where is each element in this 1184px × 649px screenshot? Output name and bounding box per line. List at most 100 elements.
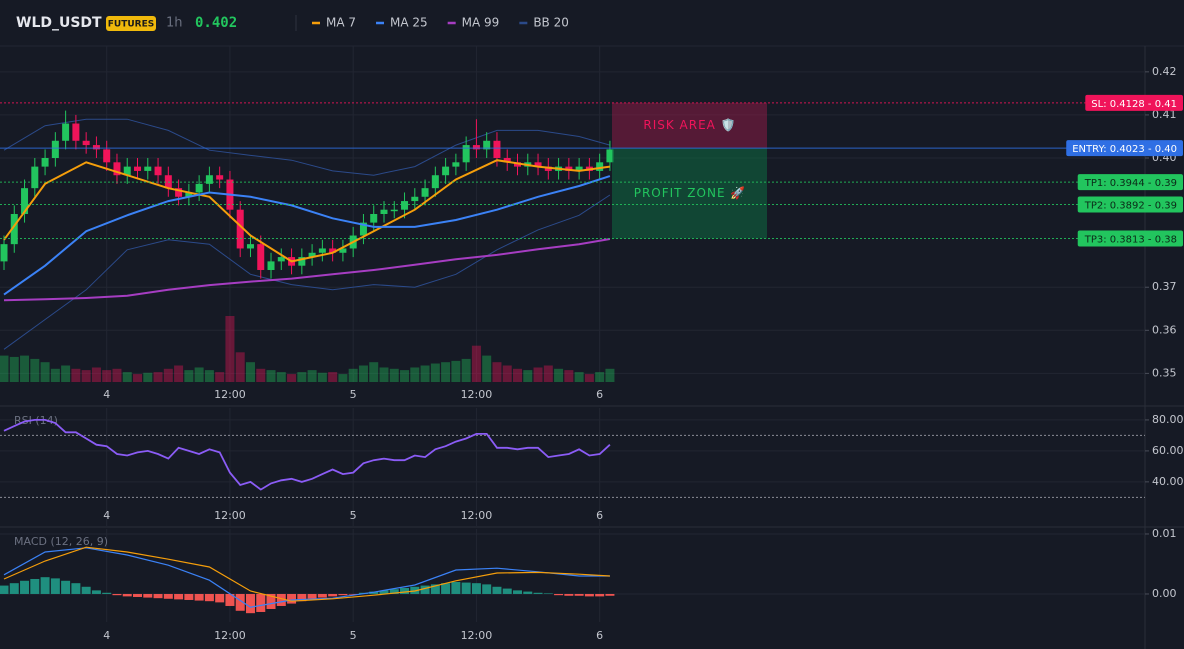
- histogram-bar: [163, 593, 173, 599]
- volume-bar: [297, 372, 307, 382]
- price: 0.402: [195, 15, 237, 31]
- histogram-bar: [461, 582, 471, 594]
- candle-body: [92, 145, 100, 150]
- volume-bar: [256, 368, 266, 382]
- candle-body: [267, 261, 275, 270]
- level-label: TP2: 0.3892 - 0.39: [1084, 201, 1177, 212]
- moving-average: [3, 175, 611, 296]
- histogram-bar: [605, 593, 615, 596]
- volume-bar: [441, 362, 451, 382]
- volume-bar: [471, 345, 481, 382]
- candle-body: [493, 140, 501, 158]
- volume-bar: [287, 374, 297, 382]
- volume-bar: [276, 372, 286, 382]
- histogram-bar: [9, 583, 19, 594]
- zone: [612, 148, 767, 239]
- volume-bar: [215, 372, 225, 382]
- candle-body: [308, 252, 316, 258]
- volume-bar: [400, 370, 410, 382]
- x-tick-label: 4: [103, 388, 110, 401]
- volume-bar: [50, 368, 60, 382]
- y-tick-label: 60.00: [1152, 444, 1184, 457]
- volume-bar: [328, 372, 338, 382]
- volume-bar: [81, 370, 91, 382]
- volume-bar: [513, 368, 522, 382]
- volume-bar: [523, 370, 533, 382]
- histogram-bar: [420, 585, 430, 594]
- histogram-bar: [102, 592, 112, 594]
- volume-bar: [348, 368, 358, 382]
- volume-bar: [574, 372, 584, 382]
- volume-bar: [153, 372, 163, 382]
- candle-body: [82, 140, 90, 146]
- x-tick-label: 6: [596, 509, 603, 522]
- histogram-bar: [40, 577, 50, 594]
- histogram-bar: [256, 593, 266, 612]
- x-tick-label: 4: [103, 509, 110, 522]
- x-tick-label: 6: [596, 388, 603, 401]
- volume-bar: [358, 365, 368, 382]
- volume-bar: [451, 360, 461, 382]
- histogram-bar: [338, 593, 348, 596]
- histogram-bar: [194, 593, 204, 601]
- candle-body: [51, 140, 59, 158]
- candle-body: [370, 214, 378, 223]
- candle-body: [72, 123, 80, 141]
- histogram-bar: [30, 578, 40, 594]
- volume-bar: [533, 367, 543, 382]
- candle-body: [431, 175, 439, 189]
- histogram-bar: [502, 588, 512, 594]
- level-label: TP3: 0.3813 - 0.38: [1084, 235, 1177, 246]
- histogram-bar: [204, 593, 214, 602]
- volume-bar: [143, 372, 153, 382]
- rsi-line: [3, 419, 611, 491]
- level-tag: [1077, 230, 1183, 247]
- volume-bar: [379, 367, 389, 382]
- candle-body: [41, 158, 49, 167]
- volume-bar: [194, 367, 204, 382]
- histogram-bar: [133, 593, 143, 597]
- volume-bar: [9, 356, 19, 382]
- x-tick-label: 12:00: [461, 509, 493, 522]
- candle-body: [534, 162, 542, 167]
- level-label: TP1: 0.3944 - 0.39: [1084, 178, 1177, 189]
- candle-body: [257, 244, 265, 270]
- volume-bar: [112, 368, 122, 382]
- candle-body: [103, 149, 111, 163]
- histogram-bar: [317, 593, 327, 598]
- volume-bar: [482, 355, 492, 382]
- volume-bar: [184, 370, 194, 382]
- candle-body: [123, 166, 131, 176]
- y-tick-label: 0.01: [1152, 527, 1177, 540]
- legend-label: MA 99: [462, 16, 500, 30]
- histogram-bar: [245, 593, 255, 614]
- symbol: WLD_USDT: [16, 15, 102, 31]
- y-tick-label: 0.35: [1152, 366, 1177, 379]
- y-tick-label: 80.00: [1152, 413, 1184, 426]
- volume-bar: [307, 370, 317, 382]
- candle-body: [565, 166, 573, 171]
- y-tick-label: 0.00: [1152, 587, 1177, 600]
- histogram-bar: [410, 586, 420, 594]
- volume-bar: [163, 368, 173, 382]
- volume-bar: [502, 365, 512, 382]
- volume-bar: [461, 358, 471, 382]
- volume-bar: [564, 370, 574, 382]
- volume-bar: [0, 355, 9, 382]
- histogram-bar: [50, 578, 60, 594]
- candle-body: [329, 248, 337, 253]
- y-tick-label: 0.37: [1152, 280, 1177, 293]
- moving-average: [3, 238, 611, 302]
- panel-title: MACD (12, 26, 9): [14, 535, 108, 548]
- volume-bar: [584, 374, 594, 382]
- legend-label: MA 7: [326, 16, 356, 30]
- candle-body: [21, 188, 29, 214]
- volume-bar: [204, 370, 214, 382]
- histogram-bar: [143, 593, 153, 598]
- volume-bar: [369, 362, 379, 382]
- macd-line: [3, 547, 610, 608]
- candle-body: [359, 222, 367, 236]
- volume-bar: [605, 368, 615, 382]
